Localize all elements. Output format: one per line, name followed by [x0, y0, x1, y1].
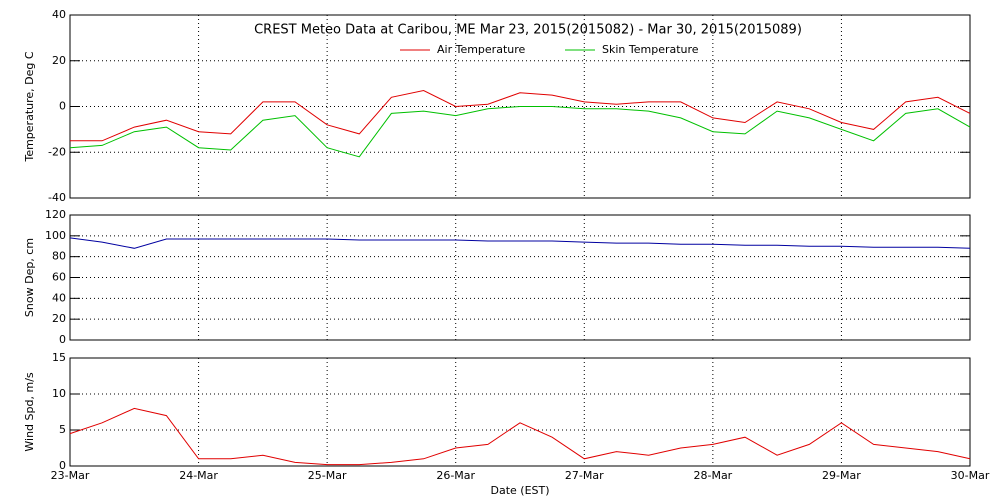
x-tick-label: 25-Mar	[308, 469, 347, 482]
series-line	[69, 237, 971, 249]
plot-frame	[69, 14, 971, 199]
series-line	[70, 89, 971, 142]
y-tick-label: 80	[52, 250, 66, 263]
y-tick-label: 0	[59, 333, 66, 346]
plot-frame	[69, 357, 971, 467]
y-tick-label: 15	[52, 351, 66, 364]
y-tick-label: 100	[45, 229, 66, 242]
y-tick-label: 20	[52, 54, 66, 67]
x-tick-label: 23-Mar	[51, 469, 90, 482]
y-axis-label: Wind Spd, m/s	[23, 372, 36, 452]
y-tick-label: -40	[48, 191, 66, 204]
plot-frame	[69, 214, 971, 341]
x-tick-label: 27-Mar	[565, 469, 604, 482]
x-tick-label: 29-Mar	[822, 469, 861, 482]
x-axis-label: Date (EST)	[490, 484, 549, 497]
y-tick-label: 40	[52, 8, 66, 21]
y-tick-label: 0	[59, 100, 66, 113]
legend-label: Skin Temperature	[602, 43, 699, 56]
chart-title: CREST Meteo Data at Caribou, ME Mar 23, …	[254, 23, 802, 38]
y-tick-label: 60	[52, 271, 66, 284]
x-tick-label: 26-Mar	[436, 469, 475, 482]
y-tick-label: -20	[48, 145, 66, 158]
series-line	[69, 407, 971, 466]
x-tick-label: 24-Mar	[179, 469, 218, 482]
x-tick-label: 30-Mar	[951, 469, 990, 482]
y-tick-label: 120	[45, 208, 66, 221]
y-tick-label: 5	[59, 423, 66, 436]
series-line	[69, 106, 971, 158]
y-tick-label: 0	[59, 459, 66, 472]
y-tick-label: 40	[52, 291, 66, 304]
y-axis-label: Snow Dep, cm	[23, 238, 36, 317]
legend-label: Air Temperature	[437, 43, 526, 56]
x-tick-label: 28-Mar	[693, 469, 732, 482]
y-tick-label: 20	[52, 312, 66, 325]
y-tick-label: 10	[52, 387, 66, 400]
y-axis-label: Temperature, Deg C	[23, 51, 36, 162]
